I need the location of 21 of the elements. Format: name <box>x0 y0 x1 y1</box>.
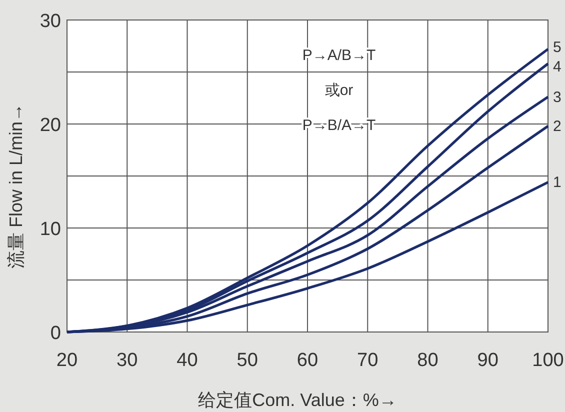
series-label: 3 <box>553 88 562 106</box>
y-axis-title: 流量 Flow in L/min→ <box>6 103 26 269</box>
x-tick-label: 40 <box>176 350 198 371</box>
x-tick-label: 70 <box>357 350 378 371</box>
x-tick-label: 100 <box>532 350 564 371</box>
series-label: 1 <box>553 174 562 192</box>
annotation: 或or <box>324 82 354 99</box>
x-tick-label: 60 <box>296 350 318 371</box>
x-tick-label: 30 <box>116 350 138 371</box>
x-tick-label: 50 <box>236 350 258 371</box>
x-tick-label: 90 <box>477 350 498 371</box>
y-tick-label: 30 <box>40 11 61 32</box>
y-tick-label: 20 <box>40 115 61 136</box>
series-label: 2 <box>553 118 562 136</box>
series-label: 5 <box>553 39 562 56</box>
series-label: 4 <box>553 58 562 76</box>
x-axis-title: 给定值Com. Value：%→ <box>198 390 397 410</box>
x-tick-label: 20 <box>56 350 78 371</box>
y-tick-label: 10 <box>40 219 61 240</box>
y-tick-label: 0 <box>50 323 61 344</box>
x-tick-label: 80 <box>417 350 438 371</box>
